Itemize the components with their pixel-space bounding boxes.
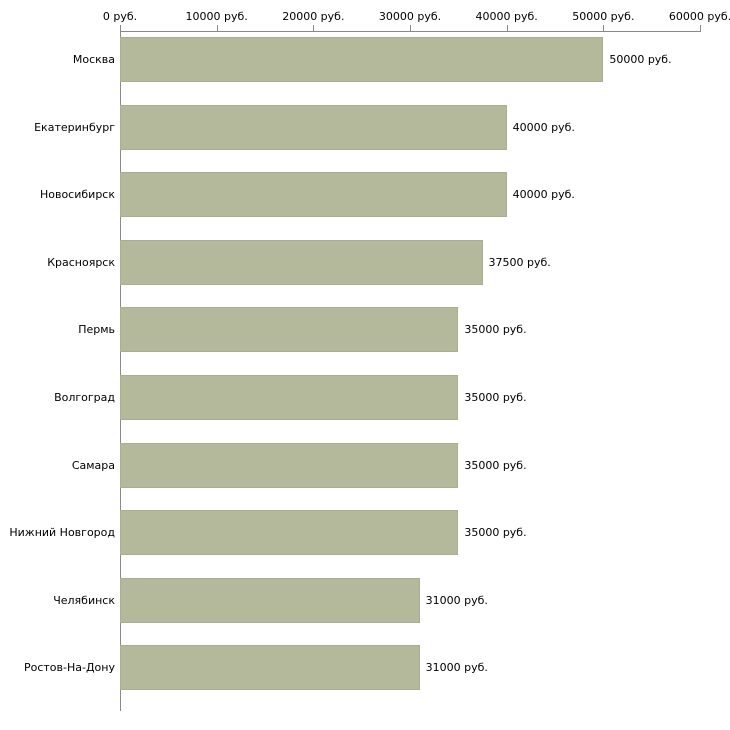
value-label: 50000 руб. <box>609 53 672 66</box>
x-tick-mark <box>410 25 411 31</box>
category-label: Красноярск <box>47 255 115 269</box>
bar <box>120 442 459 488</box>
value-label: 35000 руб. <box>464 458 527 472</box>
chart-row: Москва 50000 руб. <box>0 37 730 82</box>
chart-row: Ростов-На-Дону 31000 руб. <box>0 645 730 691</box>
x-tick-mark <box>216 25 218 31</box>
bar <box>120 307 459 353</box>
bar <box>120 172 507 218</box>
category-label: Самара <box>71 458 115 472</box>
value-label: 35000 руб. <box>464 323 527 337</box>
x-tick-label: 30000 руб. <box>378 10 442 23</box>
category-label: Ростов-На-Дону <box>23 661 115 675</box>
bar <box>120 37 604 82</box>
x-tick-label: 50000 руб. <box>572 10 635 23</box>
x-tick-mark <box>603 25 605 31</box>
bar <box>120 239 483 285</box>
category-label: Нижний Новгород <box>9 526 115 540</box>
x-tick-label: 10000 руб. <box>185 10 248 23</box>
bar <box>120 375 459 420</box>
value-label: 35000 руб. <box>464 391 527 404</box>
value-label: 31000 руб. <box>425 593 488 607</box>
value-label: 31000 руб. <box>425 661 488 675</box>
y-axis-line <box>120 31 121 711</box>
x-tick-label: 0 руб. <box>102 10 138 23</box>
chart-row: Красноярск 37500 руб. <box>0 239 730 285</box>
value-label: 40000 руб. <box>512 120 575 134</box>
value-label: 37500 руб. <box>488 255 551 269</box>
chart-row: Самара 35000 руб. <box>0 442 730 488</box>
chart-row: Пермь 35000 руб. <box>0 307 730 353</box>
category-label: Пермь <box>78 323 115 337</box>
bar <box>120 577 420 623</box>
chart-row: Нижний Новгород 35000 руб. <box>0 510 730 556</box>
x-axis-line <box>120 31 701 32</box>
bar <box>120 104 507 150</box>
bar <box>120 645 420 691</box>
category-label: Волгоград <box>54 391 115 404</box>
chart-row: Екатеринбург 40000 руб. <box>0 104 730 150</box>
chart-row: Новосибирск 40000 руб. <box>0 172 730 218</box>
category-label: Новосибирск <box>39 188 115 202</box>
x-tick-mark <box>700 25 701 31</box>
x-tick-label: 40000 руб. <box>475 10 538 23</box>
x-tick-label: 20000 руб. <box>282 10 345 23</box>
category-label: Екатеринбург <box>34 120 115 134</box>
value-label: 40000 руб. <box>512 188 575 202</box>
x-tick-label: 60000 руб. <box>668 10 730 23</box>
chart-row: Волгоград 35000 руб. <box>0 375 730 420</box>
bar <box>120 510 459 556</box>
x-tick-mark <box>313 25 315 31</box>
category-label: Челябинск <box>53 593 115 607</box>
category-label: Москва <box>72 53 115 66</box>
value-label: 35000 руб. <box>464 526 527 540</box>
chart-row: Челябинск 31000 руб. <box>0 577 730 623</box>
x-tick-mark <box>506 25 508 31</box>
x-tick-mark <box>120 25 121 31</box>
